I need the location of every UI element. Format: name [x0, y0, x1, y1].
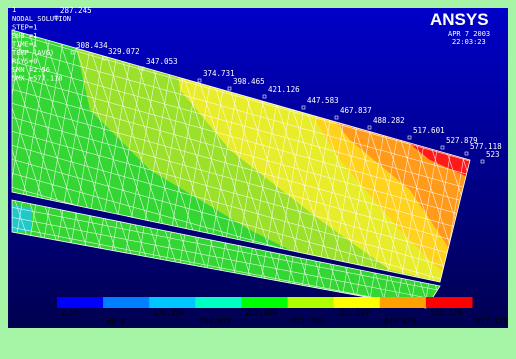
- node-label: 517.601: [413, 126, 445, 135]
- legend-swatch: [103, 297, 150, 308]
- legend-label: 66.4: [107, 317, 126, 326]
- node-label: 398.465: [233, 77, 265, 86]
- info-line: SUB =1: [12, 32, 37, 40]
- legend-label: 449.439: [384, 317, 416, 326]
- info-line: SMN =2.56: [12, 66, 50, 74]
- date: APR 7 2003: [448, 30, 490, 38]
- time: 22:03:23: [452, 38, 486, 46]
- node-label: 488.282: [373, 116, 405, 125]
- legend-swatch: [195, 297, 242, 308]
- node-label: 421.126: [268, 85, 300, 94]
- info-line: STEP=1: [12, 24, 37, 32]
- node-label: 347.053: [146, 57, 178, 66]
- legend-label: 257.919: [245, 308, 277, 317]
- legend-swatch: [334, 297, 381, 308]
- node-label: 287.245: [60, 6, 92, 15]
- info-line: TEMP (AVG): [12, 49, 54, 57]
- legend-label: 321.759: [292, 317, 324, 326]
- logo: ANSYS: [430, 10, 489, 29]
- legend-swatch: [288, 297, 335, 308]
- node-label: 523: [486, 150, 500, 159]
- legend-swatch: [426, 297, 473, 308]
- viewport: 1 NODAL SOLUTIONSTEP=1SUB =1TIME=1TEMP (…: [0, 0, 516, 359]
- node-label: 447.583: [307, 96, 339, 105]
- legend-swatch: [57, 297, 104, 308]
- legend-label: 513.278: [430, 308, 462, 317]
- info-line: RSYS=0: [12, 58, 37, 66]
- legend-swatch: [380, 297, 427, 308]
- info-line: SMX =577.118: [12, 75, 63, 83]
- info-line: NODAL SOLUTION: [12, 15, 71, 23]
- legend-label: 194.079: [199, 317, 231, 326]
- viewport-number: 1: [12, 6, 16, 14]
- legend-label: 385.599: [338, 308, 370, 317]
- info-line: TIME=1: [12, 41, 37, 49]
- legend-label: 577.118: [476, 317, 508, 326]
- node-label: 329.072: [108, 47, 140, 56]
- node-label: 467.837: [340, 106, 372, 115]
- legend-swatch: [149, 297, 196, 308]
- ansys-window: 1 NODAL SOLUTIONSTEP=1SUB =1TIME=1TEMP (…: [0, 0, 516, 359]
- legend-label: 2.56: [61, 308, 80, 317]
- node-label: 308.434: [76, 41, 108, 50]
- legend-label: 130.239: [153, 308, 185, 317]
- legend-swatch: [241, 297, 288, 308]
- node-label: 374.731: [203, 69, 235, 78]
